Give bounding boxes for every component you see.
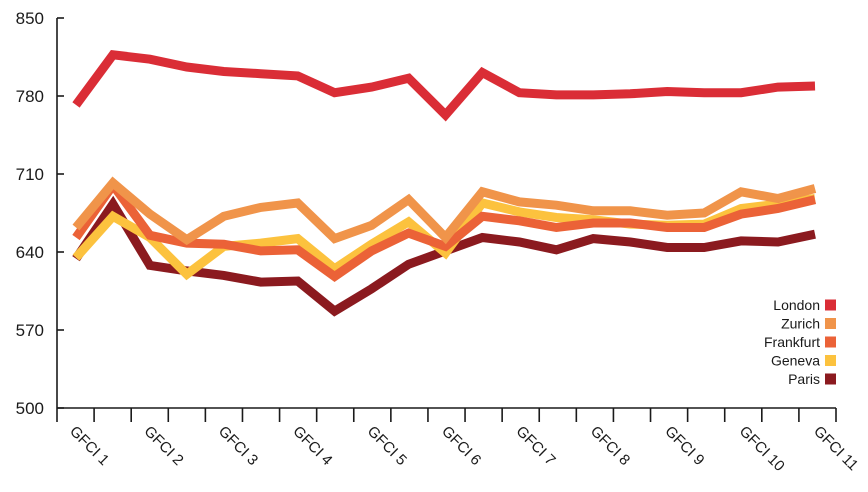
legend-swatch [825,336,836,348]
legend-label: Geneva [771,353,820,369]
y-tick-label: 640 [16,243,44,262]
legend-swatch [825,299,836,311]
x-tick-label: GFCI 4 [289,423,335,469]
x-tick-label: GFCI 1 [66,423,112,469]
legend-label: Paris [788,371,820,387]
legend-item-zurich: Zurich [781,316,836,332]
y-tick-label: 500 [16,399,44,418]
x-tick-label: GFCI 5 [364,423,410,469]
axes-layer [56,18,836,409]
legend-swatch [825,373,836,385]
y-tick-label: 780 [16,87,44,106]
legend-label: London [773,297,820,313]
x-tick-label: GFCI 9 [661,423,707,469]
y-tick-label: 710 [16,165,44,184]
x-tick-label: GFCI 2 [141,423,187,469]
series-line-london [72,50,816,122]
x-tick-label: GFCI 8 [587,423,633,469]
x-tick-label: GFCI 6 [438,423,484,469]
legend-swatch [825,318,836,329]
x-tick-labels: GFCI 1 GFCI 2 GFCI 3 GFCI 4 GFCI 5 GFCI 6 GFCI… [56,408,861,475]
x-tick-label: GFCI 11 [810,423,861,474]
legend-item-london: London [773,297,836,313]
series-line-zurich [72,176,817,246]
legend: London Zurich Frankfurt Geneva Paris [764,297,836,387]
x-tick-label: GFCI 10 [736,423,788,475]
y-tick-label: 570 [16,321,44,340]
x-tick-label: GFCI 7 [513,423,559,469]
legend-item-frankfurt: Frankfurt [764,334,836,350]
legend-swatch [825,355,836,366]
y-tick-labels: 500 570 640 710 780 850 [16,9,64,418]
legend-item-paris: Paris [788,371,836,387]
y-tick-label: 850 [16,9,44,28]
legend-label: Zurich [781,316,820,332]
legend-label: Frankfurt [764,334,820,350]
series-line-frankfurt [72,177,817,283]
series-layer [72,50,817,317]
legend-item-geneva: Geneva [771,353,836,369]
x-tick-label: GFCI 3 [215,423,261,469]
